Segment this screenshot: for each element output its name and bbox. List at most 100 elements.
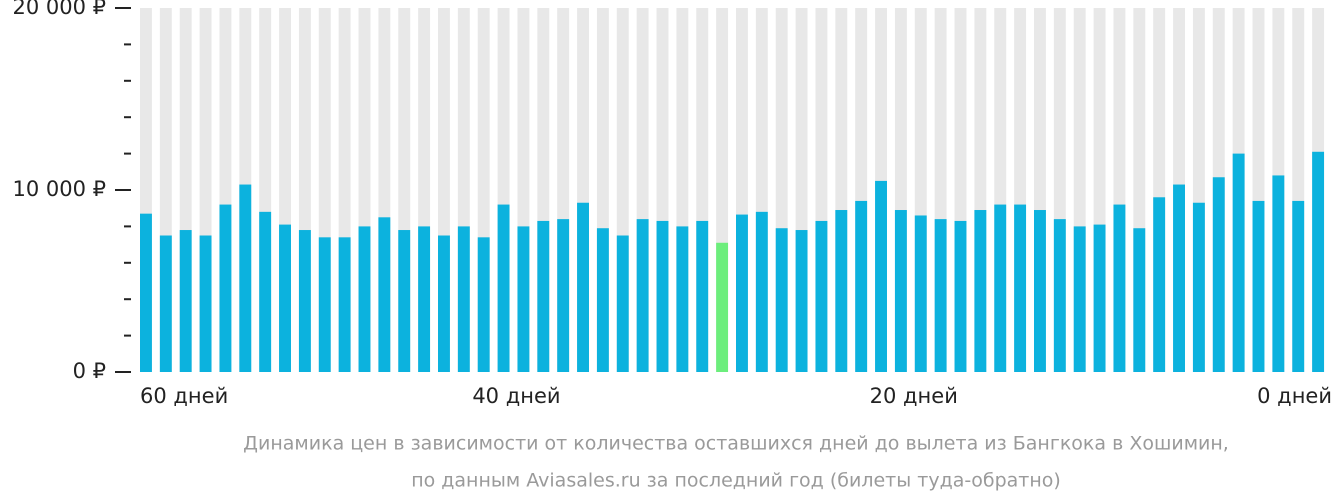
bar-background [418, 8, 431, 372]
bar-background [974, 8, 987, 372]
bar-background [298, 8, 311, 372]
bar [855, 200, 868, 372]
y-tick-label: 10 000 ₽ [12, 177, 106, 201]
bar-background [934, 8, 947, 372]
bar-background [656, 8, 669, 372]
bar [676, 226, 689, 372]
x-tick-label: 60 дней [140, 384, 228, 408]
bar-background [815, 8, 828, 372]
bar [1034, 210, 1046, 372]
bar [140, 213, 152, 372]
bar [894, 210, 907, 372]
bar-background [517, 8, 530, 372]
bar [716, 242, 729, 372]
bar [1192, 202, 1205, 372]
bar [1053, 219, 1066, 372]
bar [616, 235, 629, 372]
bar [1212, 177, 1225, 372]
bar [457, 226, 470, 372]
bar [636, 219, 649, 372]
bar-background [1153, 8, 1166, 372]
bar [577, 202, 589, 372]
bar-background [596, 8, 609, 372]
bar-background [835, 8, 848, 372]
bar-background [179, 8, 192, 372]
bar-background [537, 8, 550, 372]
bar [1173, 184, 1185, 372]
bar [1153, 197, 1166, 372]
bar [318, 237, 331, 372]
bar-background [1014, 8, 1027, 372]
bar [557, 219, 570, 372]
bar [1014, 204, 1027, 372]
bar-background [338, 8, 351, 372]
bar-background [616, 8, 629, 372]
bar-background [199, 8, 212, 372]
bar [1232, 153, 1245, 372]
bar [656, 220, 669, 372]
x-tick-label: 20 дней [870, 384, 958, 408]
bar [1093, 224, 1106, 372]
bar [795, 230, 808, 372]
bar-background [279, 8, 291, 372]
bar [974, 210, 987, 372]
bar-background [954, 8, 967, 372]
bar-background [159, 8, 172, 372]
bar-background [636, 8, 649, 372]
bar-background [1053, 8, 1066, 372]
bar-background [795, 8, 808, 372]
bar [1073, 226, 1086, 372]
bar [596, 228, 609, 372]
bar [994, 204, 1007, 372]
bar [755, 211, 768, 372]
bar [835, 210, 848, 372]
bar [298, 230, 311, 372]
bar [239, 184, 252, 372]
bar [477, 237, 490, 372]
bar [398, 230, 411, 372]
bar [378, 217, 391, 372]
x-tick-label: 0 дней [1257, 384, 1332, 408]
bar-background [318, 8, 331, 372]
bar [179, 230, 192, 372]
bar-background [914, 8, 927, 372]
bar [259, 211, 272, 372]
bar-background [398, 8, 411, 372]
bar-background [438, 8, 450, 372]
bar [1292, 200, 1305, 372]
y-tick-label: 0 ₽ [73, 359, 106, 383]
bar [1113, 204, 1126, 372]
caption-line: по данным Aviasales.ru за последний год … [411, 470, 1061, 492]
bar-background [358, 8, 371, 372]
bar [219, 204, 232, 372]
bar [1272, 175, 1285, 372]
bar-background [1192, 8, 1205, 372]
bar [696, 220, 709, 372]
bar [338, 237, 351, 372]
bar-background [775, 8, 788, 372]
bar [1133, 228, 1146, 372]
bar [954, 220, 967, 372]
bar [358, 226, 371, 372]
bar-background [1252, 8, 1265, 372]
bar-background [1073, 8, 1086, 372]
bar [875, 180, 887, 372]
bar [537, 220, 550, 372]
bar [914, 215, 927, 372]
bar [497, 204, 510, 372]
bar-background [457, 8, 470, 372]
bar [279, 224, 291, 372]
bar-background [557, 8, 570, 372]
bar [1312, 151, 1325, 372]
x-tick-label: 40 дней [472, 384, 560, 408]
bar-background [219, 8, 232, 372]
bar [775, 228, 788, 372]
bar [736, 214, 748, 372]
bar [418, 226, 431, 372]
bar-background [497, 8, 510, 372]
bar-background [1093, 8, 1106, 372]
bar-background [1292, 8, 1305, 372]
bar-background [855, 8, 868, 372]
bar-background [736, 8, 748, 372]
